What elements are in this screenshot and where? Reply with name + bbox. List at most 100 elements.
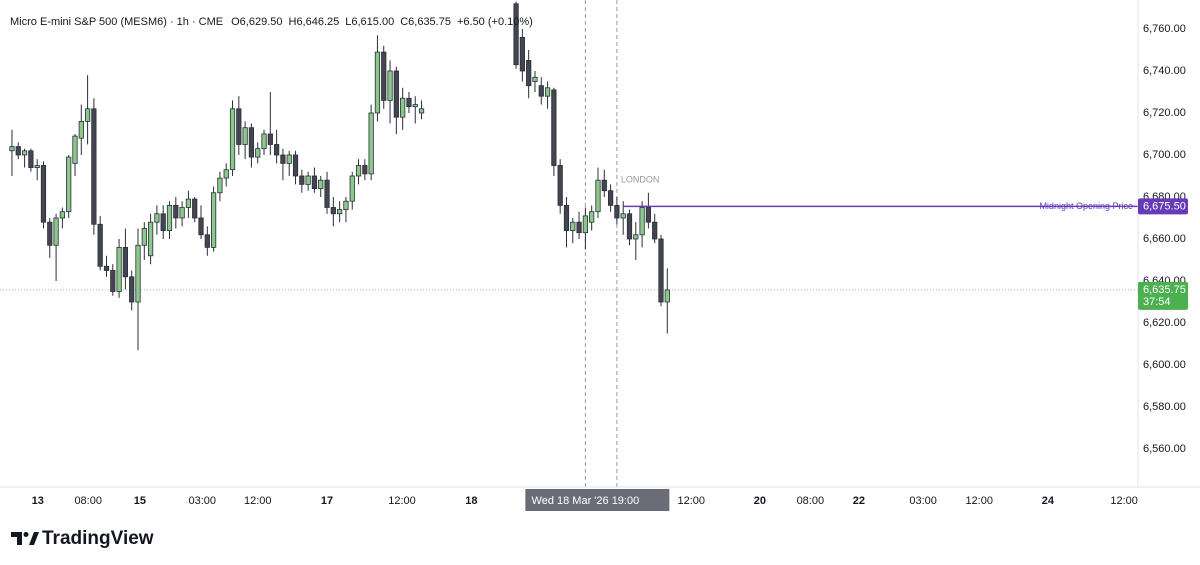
x-tick-label: 12:00: [1110, 495, 1138, 507]
candle-body: [349, 175, 355, 202]
candle-body: [551, 89, 557, 166]
candle-body: [576, 221, 582, 234]
y-tick-label: 6,600.00: [1143, 359, 1186, 371]
last-price-tag: [1138, 281, 1188, 310]
candle-body: [15, 146, 21, 156]
candle-body: [337, 209, 343, 215]
candle-body: [362, 165, 368, 175]
candle-body: [34, 165, 40, 168]
candle-body: [519, 36, 525, 72]
legend-value: C6,635.75: [400, 16, 451, 28]
candle-body: [532, 76, 538, 82]
candle-body: [330, 207, 336, 215]
candle-body: [166, 204, 173, 231]
candle-body: [633, 234, 639, 240]
candle-body: [66, 156, 72, 213]
candle-body: [40, 165, 47, 223]
x-tick-label: 22: [853, 495, 865, 507]
x-tick-label: 08:00: [797, 495, 825, 507]
candle-body: [652, 221, 658, 240]
x-tick-label: 08:00: [74, 495, 102, 507]
candle-body: [607, 190, 614, 206]
candle-body: [589, 211, 595, 223]
candle-body: [147, 221, 154, 257]
candle-body: [255, 148, 261, 158]
candle-body: [292, 154, 299, 177]
y-tick-label: 6,720.00: [1143, 107, 1186, 119]
candle-body: [286, 154, 292, 164]
candle-body: [526, 60, 532, 87]
x-tick-label: 20: [754, 495, 766, 507]
candle-body: [110, 270, 116, 292]
x-tick-label: 12:00: [388, 495, 416, 507]
legend-value: +6.50 (+0.10%): [457, 16, 533, 28]
x-tick-label: 15: [134, 495, 146, 507]
candle-body: [614, 204, 620, 219]
candle-body: [538, 85, 544, 97]
x-tick-label: 12:00: [677, 495, 705, 507]
y-tick-label: 6,580.00: [1143, 401, 1186, 413]
candle-body: [406, 97, 412, 108]
candle-body: [97, 223, 103, 267]
candle-body: [400, 97, 406, 118]
midnight-open-price: 6,675.50: [1143, 200, 1186, 212]
candle-body: [570, 221, 576, 231]
y-tick-label: 6,700.00: [1143, 149, 1186, 161]
legend-value: L6,615.00: [345, 16, 394, 28]
candle-body: [368, 112, 374, 175]
candle-body: [129, 276, 135, 303]
candle-body: [658, 238, 664, 303]
header: Micro E-mini S&P 500 (MESM6) · 1h · CME …: [10, 16, 533, 28]
candle-body: [217, 177, 223, 194]
candle-body: [305, 175, 311, 185]
crosshair-label-box: [525, 489, 670, 511]
candle-body: [267, 133, 273, 145]
candle-body: [21, 150, 28, 156]
candle-body: [620, 213, 626, 219]
x-tick-label: 18: [465, 495, 477, 507]
candle-body: [72, 135, 78, 164]
candle-body: [84, 108, 91, 122]
candle-body: [318, 179, 324, 189]
x-tick-label: 17: [321, 495, 333, 507]
candle-body: [626, 213, 633, 240]
candle-body: [418, 108, 425, 114]
candle-body: [211, 192, 217, 248]
candle-body: [28, 150, 34, 168]
countdown: 37:54: [1143, 296, 1171, 308]
candle-body: [53, 217, 59, 246]
x-tick-label: 12:00: [244, 495, 272, 507]
candle-body: [9, 146, 15, 152]
y-tick-label: 6,620.00: [1143, 317, 1186, 329]
candle-body: [236, 108, 242, 145]
chart-title: Micro E-mini S&P 500 (MESM6) · 1h · CME: [10, 16, 223, 28]
brand-name: TradingView: [42, 528, 154, 549]
candle-body: [135, 244, 141, 303]
midnight-open-tag: [1138, 198, 1188, 215]
candle-body: [595, 179, 601, 213]
last-price-label: 6,635.75: [1143, 284, 1186, 296]
crosshair-label: Wed 18 Mar '26 19:00: [532, 495, 640, 507]
candle-body: [582, 215, 588, 234]
x-tick-label: 13: [32, 495, 44, 507]
candle-body: [280, 154, 286, 164]
candle-body: [601, 179, 607, 192]
x-tick-label: 03:00: [909, 495, 937, 507]
midnight-open-name: Midnight Opening Price: [1039, 201, 1133, 211]
candle-body: [343, 200, 349, 210]
candle-body: [381, 51, 387, 101]
candle-body: [173, 204, 179, 219]
candle-body: [412, 104, 418, 108]
candle-body: [204, 234, 210, 248]
candle-body: [355, 165, 362, 177]
candle-body: [223, 169, 229, 179]
legend-value: O6,629.50: [231, 16, 282, 28]
candle-body: [192, 198, 198, 219]
candle-body: [229, 108, 236, 171]
candle-body: [103, 265, 110, 271]
brand-logo: TradingView: [11, 528, 154, 549]
candle-body: [154, 213, 160, 223]
y-tick-label: 6,560.00: [1143, 443, 1186, 455]
session-label: LONDON: [621, 174, 660, 184]
candle-body: [513, 3, 519, 66]
